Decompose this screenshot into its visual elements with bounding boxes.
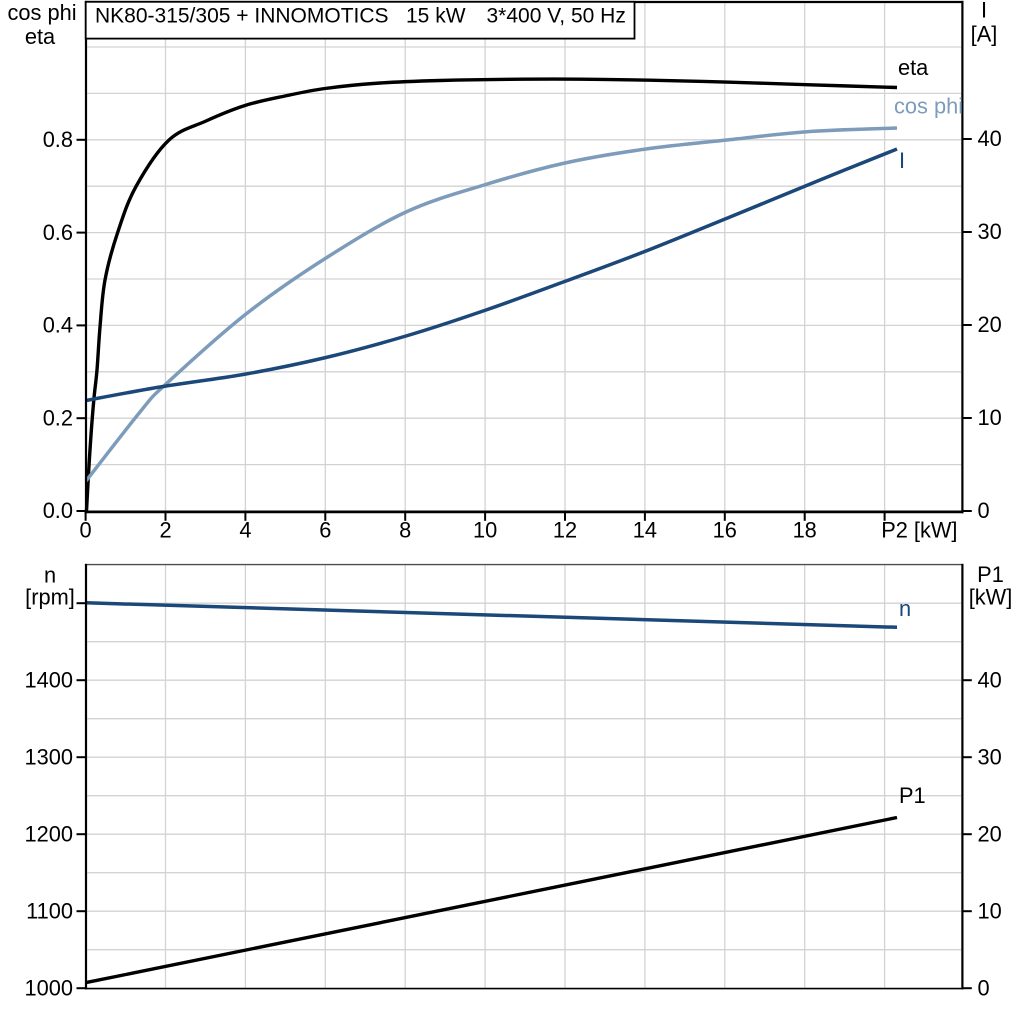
svg-text:[A]: [A]	[971, 21, 998, 46]
svg-text:30: 30	[978, 744, 1002, 769]
svg-text:P1: P1	[977, 562, 1004, 587]
svg-text:P2 [kW]: P2 [kW]	[881, 518, 957, 543]
svg-text:0: 0	[978, 975, 990, 1000]
svg-text:6: 6	[319, 518, 331, 543]
svg-text:1200: 1200	[25, 821, 74, 846]
svg-text:1100: 1100	[26, 898, 73, 923]
svg-text:eta: eta	[25, 24, 56, 49]
svg-text:30: 30	[978, 219, 1002, 244]
svg-text:P1: P1	[899, 783, 926, 808]
svg-text:16: 16	[713, 518, 737, 543]
svg-text:0.4: 0.4	[43, 313, 73, 338]
svg-text:NK80-315/305 + INNOMOTICS: NK80-315/305 + INNOMOTICS	[95, 5, 389, 28]
svg-text:12: 12	[553, 518, 577, 543]
svg-text:[rpm]: [rpm]	[25, 585, 75, 610]
svg-text:I: I	[899, 148, 905, 173]
svg-text:1400: 1400	[25, 667, 74, 692]
svg-text:8: 8	[399, 518, 411, 543]
svg-text:4: 4	[239, 518, 251, 543]
svg-text:18: 18	[793, 518, 817, 543]
svg-text:10: 10	[473, 518, 497, 543]
svg-text:0.0: 0.0	[43, 498, 73, 523]
svg-text:n: n	[44, 563, 56, 588]
svg-text:14: 14	[633, 518, 657, 543]
svg-text:0.8: 0.8	[43, 127, 73, 152]
svg-text:20: 20	[978, 821, 1002, 846]
svg-text:20: 20	[978, 312, 1002, 337]
svg-text:0.2: 0.2	[43, 405, 73, 430]
svg-text:I: I	[981, 0, 987, 23]
svg-text:3*400 V, 50 Hz: 3*400 V, 50 Hz	[487, 5, 626, 28]
svg-text:0: 0	[80, 518, 92, 543]
svg-text:15 kW: 15 kW	[406, 5, 466, 28]
svg-text:40: 40	[978, 667, 1002, 692]
svg-text:eta: eta	[898, 55, 929, 80]
svg-text:1300: 1300	[25, 744, 74, 769]
svg-text:cos phi: cos phi	[7, 0, 76, 25]
svg-text:40: 40	[978, 126, 1002, 151]
svg-text:n: n	[899, 596, 911, 621]
svg-text:1000: 1000	[25, 975, 74, 1000]
svg-text:2: 2	[159, 518, 171, 543]
svg-text:10: 10	[978, 898, 1002, 923]
svg-text:[kW]: [kW]	[969, 585, 1013, 610]
svg-text:cos phi: cos phi	[894, 93, 963, 118]
svg-text:10: 10	[978, 405, 1002, 430]
svg-text:0.6: 0.6	[43, 220, 73, 245]
svg-text:0: 0	[978, 498, 990, 523]
